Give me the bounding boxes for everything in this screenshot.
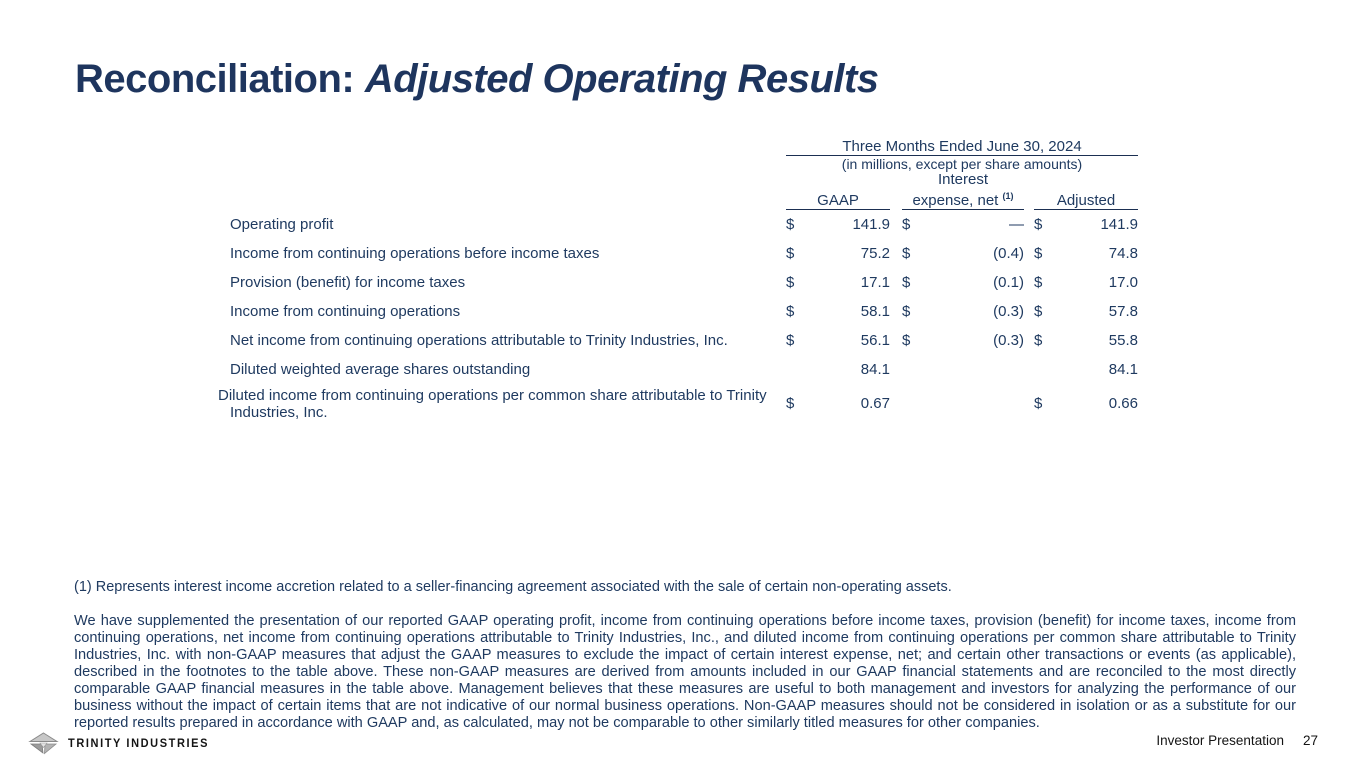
column-header-gaap: GAAP: [786, 172, 890, 210]
page-title: Reconciliation: Adjusted Operating Resul…: [75, 57, 879, 102]
table-units-note: (in millions, except per share amounts): [841, 156, 1083, 172]
row-label: Diluted income from continuing operation…: [218, 386, 767, 421]
row-label: Income from continuing operations before…: [230, 244, 600, 262]
table-row: Operating profit $ 141.9 $ — $ 141.9: [230, 210, 1138, 239]
page-number: 27: [1302, 733, 1318, 748]
table-period-header: Three Months Ended June 30, 2024: [786, 138, 1138, 156]
row-label: Provision (benefit) for income taxes: [230, 273, 466, 291]
table-row: Diluted income from continuing operation…: [218, 384, 1138, 424]
column-header-interest-expense: Interest expense, net (1): [902, 172, 1024, 210]
table-row: Income from continuing operations before…: [230, 239, 1138, 268]
row-label: Income from continuing operations: [230, 302, 461, 320]
title-prefix: Reconciliation:: [75, 56, 365, 101]
reconciliation-table: Three Months Ended June 30, 2024 (in mil…: [218, 138, 1138, 424]
slide-footer: Investor Presentation 27: [1156, 733, 1318, 748]
footnote-1: (1) Represents interest income accretion…: [74, 579, 952, 595]
company-logo: TRINITY INDUSTRIES: [28, 732, 209, 756]
table-row: Net income from continuing operations at…: [230, 326, 1138, 355]
trinity-diamond-logo-icon: [28, 732, 59, 756]
row-label: Diluted weighted average shares outstand…: [230, 360, 531, 378]
row-label: Net income from continuing operations at…: [230, 331, 728, 349]
footer-label: Investor Presentation: [1156, 733, 1284, 748]
title-emphasis: Adjusted Operating Results: [364, 56, 879, 101]
non-gaap-disclosure-paragraph: We have supplemented the presentation of…: [74, 613, 1296, 731]
column-header-adjusted: Adjusted: [1034, 172, 1138, 210]
table-row: Income from continuing operations $ 58.1…: [230, 297, 1138, 326]
table-row: Provision (benefit) for income taxes $ 1…: [230, 268, 1138, 297]
logo-wordmark: TRINITY INDUSTRIES: [68, 737, 210, 751]
table-row: Diluted weighted average shares outstand…: [230, 355, 1138, 384]
row-label: Operating profit: [230, 215, 334, 233]
